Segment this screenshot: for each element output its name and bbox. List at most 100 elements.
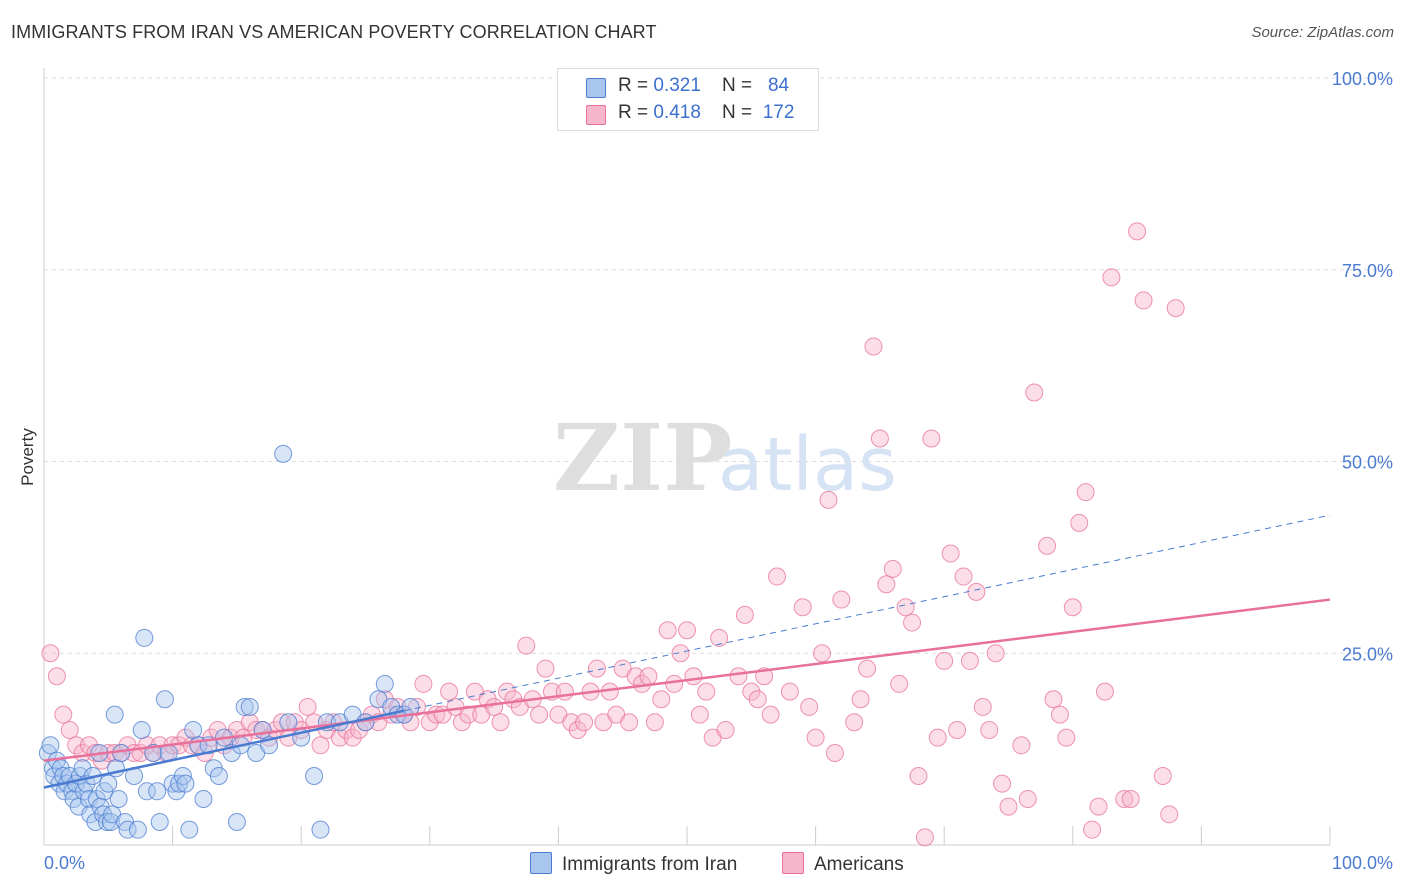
americans-point: [536, 659, 555, 678]
americans-point: [999, 797, 1018, 816]
americans-point: [697, 682, 716, 701]
iran-point: [148, 782, 167, 801]
americans-point: [658, 621, 677, 640]
americans-point: [858, 659, 877, 678]
americans-point: [877, 575, 896, 594]
americans-point: [986, 644, 1005, 663]
legend-swatch-americans: [586, 105, 606, 125]
americans-point: [1070, 513, 1089, 532]
americans-point: [903, 613, 922, 632]
x-tick-label-min: 0.0%: [44, 853, 85, 873]
bottom-legend-swatch-americans: [782, 852, 804, 874]
americans-point: [825, 743, 844, 762]
legend-n-label: N =: [722, 75, 758, 96]
iran-point: [274, 444, 293, 463]
iran-point: [132, 720, 151, 739]
americans-point: [1160, 805, 1179, 824]
americans-point: [47, 667, 66, 686]
iran-point: [137, 782, 156, 801]
iran-trend-extension: [403, 514, 1331, 712]
americans-point: [980, 720, 999, 739]
americans-point: [575, 713, 594, 732]
americans-point: [555, 682, 574, 701]
legend-n-label: N =: [722, 102, 758, 123]
americans-point: [748, 690, 767, 709]
iran-point: [311, 820, 330, 839]
americans-point: [54, 705, 73, 724]
americans-point: [285, 713, 304, 732]
americans-point: [832, 590, 851, 609]
iran-point: [135, 628, 154, 647]
legend-swatch-iran: [586, 78, 606, 98]
americans-point: [1115, 789, 1134, 808]
americans-point: [343, 728, 362, 747]
americans-point: [819, 490, 838, 509]
americans-point: [1083, 820, 1102, 839]
americans-point: [793, 598, 812, 617]
americans-point: [896, 598, 915, 617]
legend-n-value-americans: 172: [762, 102, 795, 123]
americans-point: [517, 636, 536, 655]
y-tick-label: 75.0%: [1342, 261, 1393, 281]
bottom-legend-americans: Americans: [782, 852, 904, 876]
americans-point: [780, 682, 799, 701]
source-label: Source: ZipAtlas.com: [1251, 24, 1394, 41]
americans-point: [1063, 598, 1082, 617]
americans-point: [1057, 728, 1076, 747]
y-tick-labels: 25.0% 50.0% 75.0% 100.0%: [1332, 69, 1393, 664]
americans-point: [1166, 299, 1185, 318]
americans-point: [337, 720, 356, 739]
trend-lines: [43, 514, 1331, 789]
iran-point: [109, 789, 128, 808]
iran-point: [227, 812, 246, 831]
iran-point: [305, 766, 324, 785]
americans-point: [845, 713, 864, 732]
x-axis-ticks: [43, 826, 1331, 845]
legend: R = 0.321 N = 84 R = 0.418 N = 172: [557, 68, 819, 131]
americans-point: [626, 667, 645, 686]
americans-point: [562, 713, 581, 732]
americans-point: [864, 337, 883, 356]
americans-point: [909, 766, 928, 785]
americans-point: [568, 720, 587, 739]
americans-point: [1089, 797, 1108, 816]
americans-point: [948, 720, 967, 739]
watermark-atlas: atlas: [718, 422, 897, 508]
iran-point: [41, 736, 60, 755]
americans-point: [735, 605, 754, 624]
iran-point: [240, 697, 259, 716]
watermark-zip: ZIP: [553, 404, 732, 512]
americans-point: [813, 644, 832, 663]
americans-point: [298, 697, 317, 716]
americans-point: [497, 682, 516, 701]
bottom-legend-iran: Immigrants from Iran: [530, 852, 737, 876]
americans-point: [530, 705, 549, 724]
y-tick-label: 25.0%: [1342, 644, 1393, 664]
iran-point: [176, 774, 195, 793]
americans-point: [485, 697, 504, 716]
americans-point: [851, 690, 870, 709]
americans-point: [1153, 766, 1172, 785]
americans-point: [459, 705, 478, 724]
iran-point: [194, 789, 213, 808]
legend-r-label: R =: [618, 75, 654, 96]
americans-point: [1038, 536, 1057, 555]
americans-point: [671, 644, 690, 663]
americans-point: [620, 713, 639, 732]
americans-point: [639, 667, 658, 686]
iran-point: [253, 720, 272, 739]
americans-point: [684, 667, 703, 686]
americans-point: [954, 567, 973, 586]
iran-point: [155, 690, 174, 709]
americans-point: [1012, 736, 1031, 755]
americans-points: [41, 222, 1185, 847]
americans-point: [973, 697, 992, 716]
americans-point: [1044, 690, 1063, 709]
bottom-legend-label-iran: Immigrants from Iran: [562, 854, 738, 875]
iran-point: [99, 774, 118, 793]
americans-point: [870, 429, 889, 448]
americans-point: [690, 705, 709, 724]
americans-point: [645, 713, 664, 732]
iran-point: [73, 759, 92, 778]
watermark: ZIP atlas: [553, 404, 897, 512]
